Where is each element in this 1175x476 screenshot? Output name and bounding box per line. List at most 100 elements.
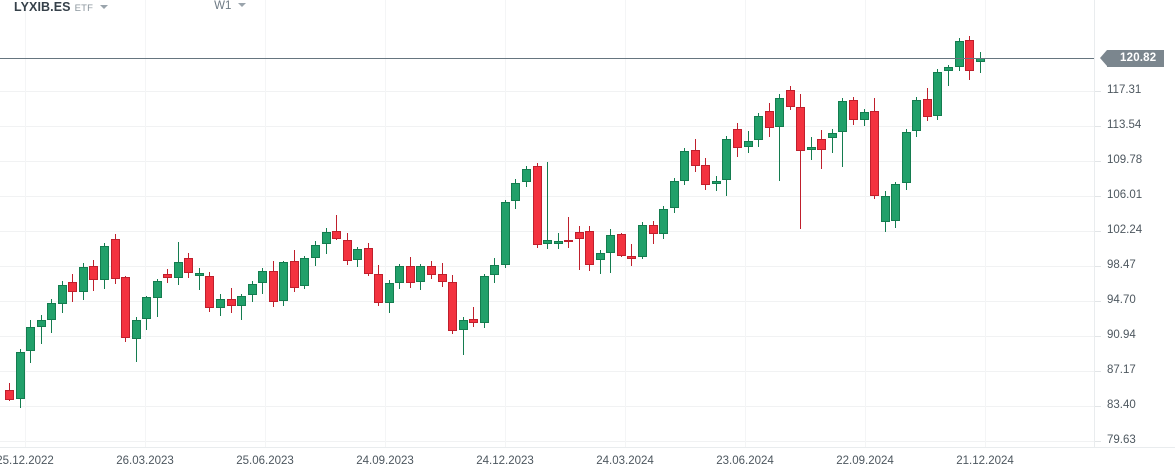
candle-body xyxy=(796,106,806,152)
candle-body xyxy=(448,282,458,331)
candle-body xyxy=(332,231,342,239)
candle-wick xyxy=(558,232,559,249)
candle-body xyxy=(121,276,131,339)
candle-body xyxy=(384,283,394,303)
candle-body xyxy=(901,131,911,183)
price-axis-label: 102.24 xyxy=(1107,223,1143,236)
gridline-horizontal xyxy=(0,161,1094,162)
candle-body xyxy=(26,326,36,352)
candle-body xyxy=(543,239,553,245)
candle-body xyxy=(659,208,669,234)
candle-wick xyxy=(547,162,548,249)
candle-body xyxy=(595,253,605,260)
price-axis[interactable]: 117.31 113.54 109.78 106.01 102.24 98.47 94.70… xyxy=(1094,0,1175,447)
candle-body xyxy=(247,284,257,296)
candle-wick xyxy=(41,314,42,344)
time-axis-label: 21.12.2024 xyxy=(956,455,1014,467)
candle-body xyxy=(606,234,616,253)
gridline-vertical xyxy=(985,0,986,447)
price-axis-tick xyxy=(1095,161,1101,162)
candlestick-plot[interactable] xyxy=(0,0,1094,447)
candle-body xyxy=(954,40,964,67)
candle-body xyxy=(36,320,46,327)
candle-body xyxy=(300,258,310,286)
candle-body xyxy=(279,261,289,301)
candle-body xyxy=(469,319,479,324)
price-axis-tick xyxy=(1095,441,1101,442)
candle-wick xyxy=(336,215,337,241)
price-axis-tick xyxy=(1095,371,1101,372)
candle-body xyxy=(268,271,278,302)
last-price-badge: 120.82 xyxy=(1099,49,1165,67)
candle-body xyxy=(458,320,468,330)
price-axis-label: 83.40 xyxy=(1107,398,1136,411)
candle-wick xyxy=(199,268,200,290)
candle-body xyxy=(99,246,109,281)
timeframe-selector[interactable]: W1 xyxy=(108,0,247,30)
candle-body xyxy=(205,275,215,309)
candle-body xyxy=(490,264,500,275)
candle-body xyxy=(5,390,14,401)
candle-body xyxy=(427,265,436,275)
candle-body xyxy=(216,299,225,309)
candle-wick xyxy=(716,176,717,192)
candle-body xyxy=(511,182,521,202)
price-axis-label: 106.01 xyxy=(1107,188,1143,201)
candle-wick xyxy=(241,294,242,321)
price-axis-tick xyxy=(1095,231,1101,232)
candle-body xyxy=(532,166,542,246)
candle-body xyxy=(89,266,99,281)
candle-body xyxy=(891,183,901,221)
candle-body xyxy=(627,256,637,259)
candle-body xyxy=(416,265,426,283)
candle-body xyxy=(142,297,152,319)
candle-body xyxy=(701,165,711,185)
time-axis-label: 25.12.2022 xyxy=(0,455,54,467)
candle-body xyxy=(965,39,975,72)
gridline-horizontal xyxy=(0,266,1094,267)
candle-body xyxy=(405,266,415,284)
candle-body xyxy=(849,100,858,121)
candle-body xyxy=(68,282,78,293)
price-axis-tick xyxy=(1095,301,1101,302)
gridline-horizontal xyxy=(0,406,1094,407)
candle-body xyxy=(131,320,141,339)
candle-body xyxy=(574,232,584,239)
candle-body xyxy=(342,239,352,261)
candle-body xyxy=(500,202,510,265)
gridline-vertical xyxy=(625,0,626,447)
gridline-vertical xyxy=(385,0,386,447)
candle-body xyxy=(47,302,57,321)
candle-wick xyxy=(631,244,632,266)
timeframe-label: W1 xyxy=(214,0,232,12)
symbol-selector[interactable]: LYXIB.ES ETF xyxy=(0,0,109,30)
candle-body xyxy=(870,111,880,196)
candle-wick xyxy=(779,94,780,181)
candle-body xyxy=(806,146,816,151)
candle-body xyxy=(732,128,742,149)
time-axis-label: 26.03.2023 xyxy=(116,455,174,467)
candle-body xyxy=(933,72,943,116)
price-axis-label: 87.17 xyxy=(1107,363,1136,376)
candle-body xyxy=(353,248,363,260)
price-axis-tick xyxy=(1095,266,1101,267)
gridline-vertical xyxy=(865,0,866,447)
candle-body xyxy=(374,273,384,303)
gridline-horizontal xyxy=(0,336,1094,337)
candle-wick xyxy=(473,307,474,327)
gridline-horizontal xyxy=(0,91,1094,92)
candle-wick xyxy=(980,51,981,74)
candle-body xyxy=(152,281,162,299)
time-axis-label: 25.06.2023 xyxy=(236,455,294,467)
gridline-horizontal xyxy=(0,441,1094,442)
chevron-down-icon xyxy=(100,5,109,9)
time-axis-label: 23.06.2024 xyxy=(716,455,774,467)
candle-body xyxy=(754,115,764,140)
candle-body xyxy=(585,231,595,265)
candle-wick xyxy=(800,93,801,230)
candle-body xyxy=(764,111,774,128)
price-axis-label: 98.47 xyxy=(1107,258,1136,271)
time-axis[interactable]: 25.12.2022 26.03.2023 25.06.2023 24.09.2023… xyxy=(0,447,1175,476)
symbol-name: LYXIB.ES xyxy=(14,0,71,14)
candle-wick xyxy=(948,64,949,87)
